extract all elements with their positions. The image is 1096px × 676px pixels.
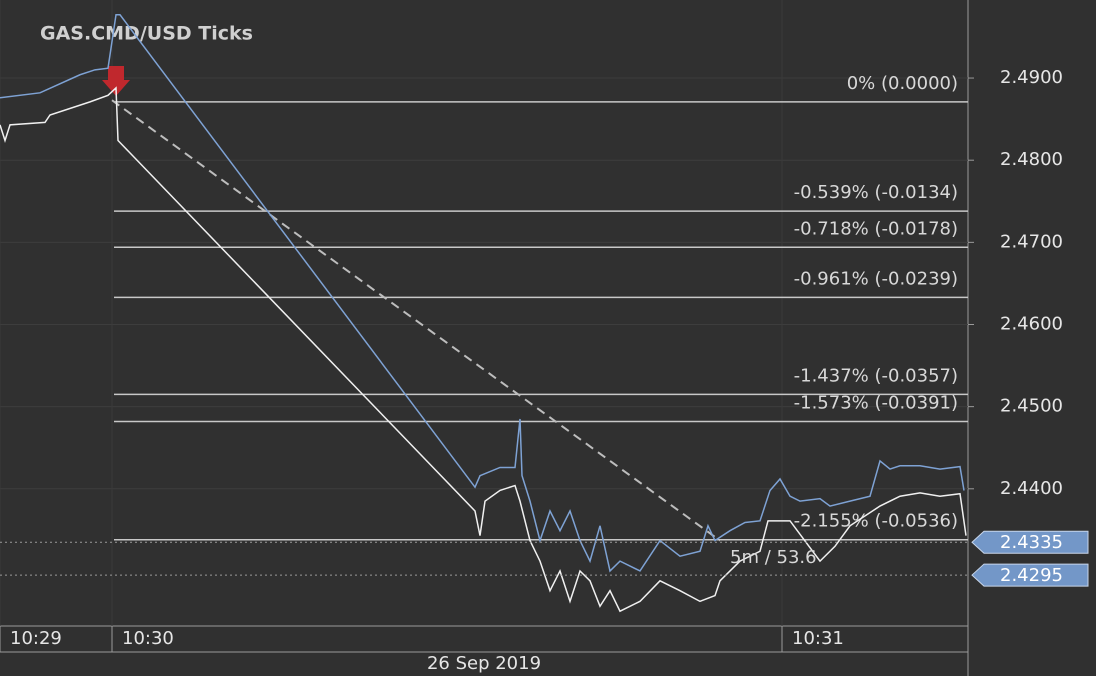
trendline	[111, 99, 721, 542]
series-line	[0, 14, 965, 573]
fib-level-label: -0.961% (-0.0239)	[794, 268, 958, 289]
chart-title: GAS.CMD/USD Ticks	[40, 23, 253, 45]
fib-level-label: 0% (0.0000)	[847, 73, 958, 94]
price-tag	[971, 563, 1089, 587]
fib-level-label: -1.437% (-0.0357)	[794, 365, 958, 386]
fib-level-label: -0.718% (-0.0178)	[794, 218, 958, 239]
price-tag-label: 2.4295	[1000, 565, 1063, 586]
date-label: 26 Sep 2019	[427, 653, 541, 674]
y-tick-label: 2.4500	[1000, 396, 1063, 417]
y-tick-label: 2.4600	[1000, 314, 1063, 335]
fib-level-label: -1.573% (-0.0391)	[794, 392, 958, 413]
entry-arrow	[102, 66, 130, 96]
fib-level-label: -2.155% (-0.0536)	[794, 511, 958, 532]
y-tick-label: 2.4400	[1000, 478, 1063, 499]
series-line	[0, 86, 967, 613]
annotation: 5m / 53.6	[730, 547, 817, 568]
y-tick-label: 2.4900	[1000, 67, 1063, 88]
y-tick-label: 2.4800	[1000, 149, 1063, 170]
x-tick-label: 10:30	[122, 628, 174, 649]
x-tick-label: 10:29	[10, 628, 62, 649]
fib-level-label: -0.539% (-0.0134)	[794, 182, 958, 203]
y-tick-label: 2.4700	[1000, 231, 1063, 252]
price-tag-label: 2.4335	[1000, 532, 1063, 553]
price-tag	[971, 530, 1089, 554]
x-tick-label: 10:31	[792, 628, 844, 649]
